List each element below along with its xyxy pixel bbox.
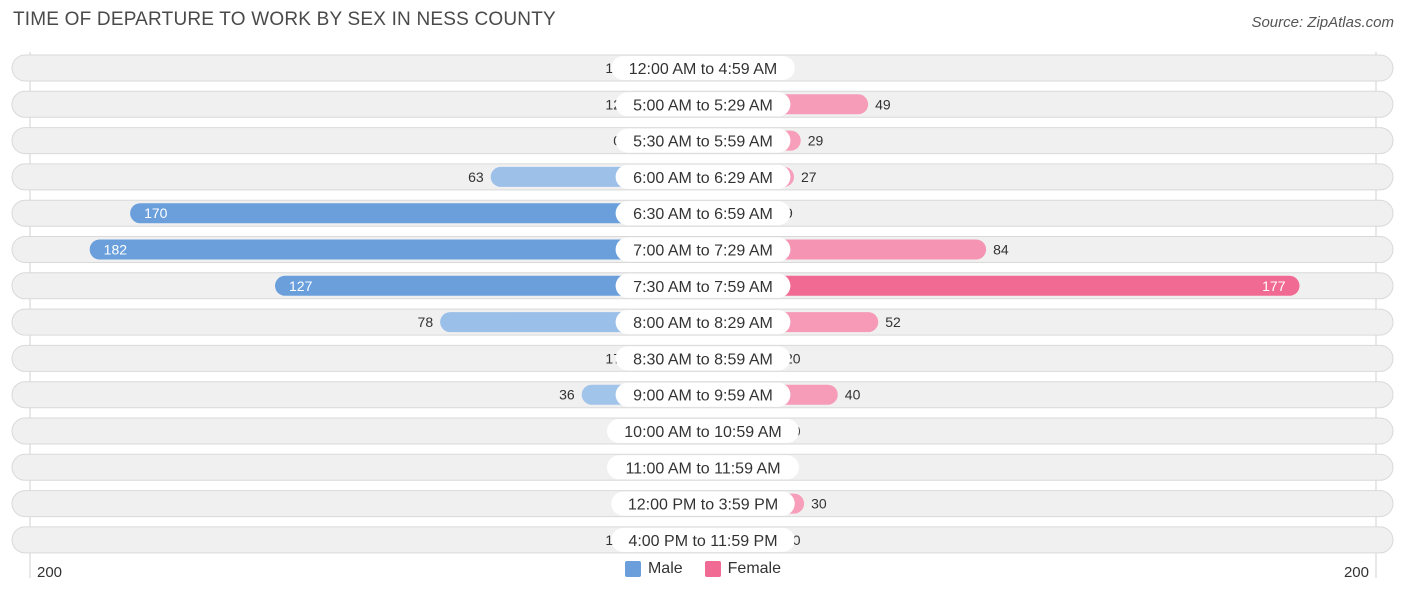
male-bar bbox=[89, 239, 703, 260]
category-label-bg bbox=[615, 273, 791, 298]
legend: Male Female bbox=[0, 560, 1406, 578]
legend-item-female: Female bbox=[704, 560, 782, 578]
female-value-label: 29 bbox=[808, 133, 824, 149]
male-value-label: 78 bbox=[418, 314, 434, 330]
male-bar bbox=[275, 275, 703, 296]
category-label-bg bbox=[611, 56, 795, 80]
chart-title: TIME OF DEPARTURE TO WORK BY SEX IN NESS… bbox=[13, 9, 556, 30]
female-value-label: 49 bbox=[875, 96, 891, 112]
male-bar bbox=[130, 203, 704, 224]
legend-item-male: Male bbox=[624, 560, 683, 578]
category-label-bg bbox=[611, 491, 795, 516]
category-label: 8:30 AM to 8:59 AM bbox=[633, 351, 773, 368]
category-label-bg bbox=[615, 237, 791, 262]
category-label: 10:00 AM to 10:59 AM bbox=[624, 424, 781, 441]
male-value-label: 182 bbox=[104, 242, 128, 258]
axis-label-right: 200 bbox=[1344, 564, 1369, 581]
category-label: 9:00 AM to 9:59 AM bbox=[633, 388, 773, 405]
female-swatch bbox=[704, 561, 721, 577]
category-label: 11:00 AM to 11:59 AM bbox=[625, 460, 780, 477]
category-label: 5:00 AM to 5:29 AM bbox=[633, 97, 773, 114]
source-credit: Source: ZipAtlas.com bbox=[1251, 14, 1394, 31]
male-value-label: 127 bbox=[289, 278, 313, 294]
category-label-bg bbox=[615, 382, 791, 407]
category-label: 6:30 AM to 6:59 AM bbox=[633, 206, 773, 223]
category-label-bg bbox=[615, 310, 791, 335]
category-label: 5:30 AM to 5:59 AM bbox=[633, 134, 773, 151]
category-label-bg bbox=[607, 455, 799, 480]
legend-label-female: Female bbox=[727, 560, 782, 577]
female-value-label: 40 bbox=[845, 387, 861, 403]
axis-label-left: 200 bbox=[37, 564, 62, 581]
category-label: 12:00 PM to 3:59 PM bbox=[628, 497, 778, 514]
female-value-label: 27 bbox=[801, 169, 817, 185]
category-label: 8:00 AM to 8:29 AM bbox=[633, 315, 773, 332]
female-value-label: 177 bbox=[1262, 278, 1286, 294]
legend-label-male: Male bbox=[647, 560, 683, 577]
category-label: 6:00 AM to 6:29 AM bbox=[633, 170, 773, 187]
category-label-bg bbox=[615, 128, 791, 153]
male-value-label: 63 bbox=[468, 169, 484, 185]
female-bar bbox=[703, 275, 1300, 296]
category-label: 4:00 PM to 11:59 PM bbox=[628, 533, 777, 550]
male-swatch bbox=[624, 561, 641, 577]
category-label-bg bbox=[611, 527, 795, 552]
category-label-bg bbox=[607, 419, 799, 443]
female-value-label: 30 bbox=[811, 496, 827, 512]
category-label: 7:00 AM to 7:29 AM bbox=[633, 243, 773, 260]
male-value-label: 170 bbox=[144, 205, 168, 221]
category-label-bg bbox=[615, 92, 791, 117]
category-label-bg bbox=[615, 346, 791, 371]
female-value-label: 52 bbox=[885, 314, 901, 330]
male-value-label: 36 bbox=[559, 387, 575, 403]
female-value-label: 84 bbox=[993, 242, 1009, 258]
category-label: 7:30 AM to 7:59 AM bbox=[633, 279, 773, 296]
category-label-bg bbox=[615, 201, 791, 226]
category-label: 12:00 AM to 4:59 AM bbox=[629, 61, 778, 78]
category-label-bg bbox=[615, 164, 791, 189]
